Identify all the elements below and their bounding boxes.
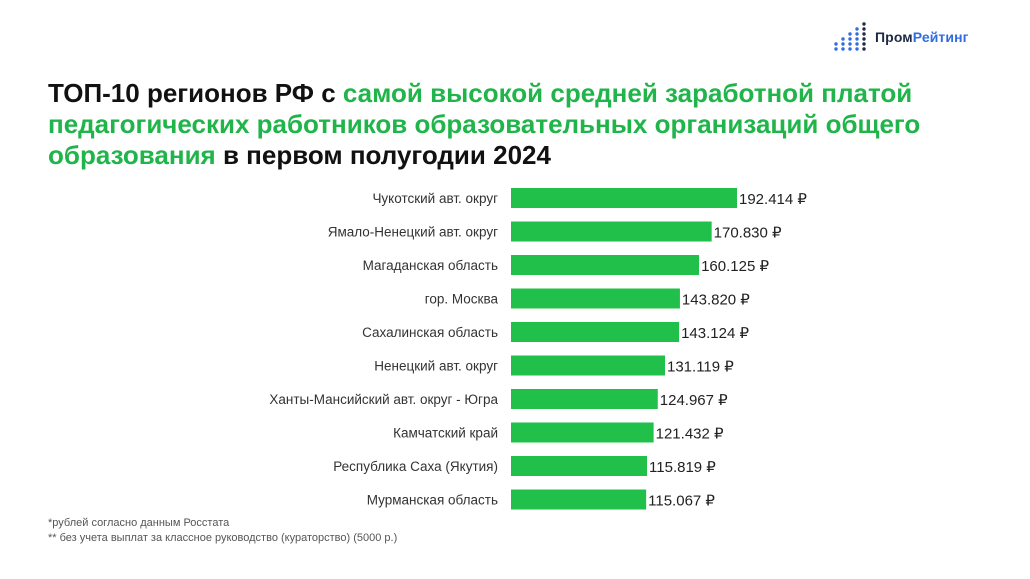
logo-dot (855, 32, 859, 36)
logo-dot (841, 42, 845, 46)
category-label: Сахалинская область (362, 325, 498, 340)
bar (511, 188, 737, 208)
logo-dot (862, 47, 866, 51)
bar (511, 456, 648, 476)
logo-dot (862, 22, 866, 26)
title-part1: ТОП-10 регионов РФ с (48, 78, 343, 108)
logo-dot (862, 27, 866, 31)
value-label: 143.124 ₽ (681, 325, 749, 342)
logo-dot (862, 32, 866, 36)
logo-dot (841, 47, 845, 51)
category-label: Ненецкий авт. округ (374, 359, 498, 374)
logo-text: ПромРейтинг (875, 29, 969, 45)
category-label: Магаданская область (363, 258, 498, 273)
category-label: Республика Саха (Якутия) (333, 459, 498, 474)
value-label: 115.819 ₽ (649, 459, 716, 476)
logo: ПромРейтинг (833, 22, 969, 52)
title-highlight: самой высокой средней заработной платой … (48, 78, 921, 170)
logo-dot (862, 42, 866, 46)
logo-dot (848, 32, 852, 36)
bar (511, 422, 654, 443)
bar (511, 322, 680, 342)
bar (511, 255, 700, 275)
bar (511, 288, 680, 309)
footnote-2: ** без учета выплат за классное руководс… (48, 532, 398, 544)
value-label: 170.830 ₽ (714, 225, 782, 242)
bar (511, 355, 666, 376)
category-label: Камчатский край (393, 426, 498, 441)
bar (511, 389, 658, 409)
title-part3: в первом полугодии 2024 (215, 140, 551, 170)
bar-chart: Чукотский авт. округ 192.414 ₽ Ямало-Ненец… (269, 188, 807, 510)
category-label: гор. Москва (425, 292, 499, 307)
logo-dot (834, 47, 838, 51)
bar-dots-logo-icon (834, 22, 866, 51)
value-label: 131.119 ₽ (667, 359, 734, 376)
page-title: ТОП-10 регионов РФ с самой высокой средн… (48, 78, 988, 171)
value-label: 192.414 ₽ (739, 191, 807, 208)
logo-dot (848, 37, 852, 41)
logo-dot (862, 37, 866, 41)
value-label: 121.432 ₽ (656, 426, 724, 443)
logo-dot (848, 47, 852, 51)
logo-dot (855, 47, 859, 51)
logo-dot (855, 37, 859, 41)
value-label: 115.067 ₽ (648, 493, 715, 510)
bar (511, 489, 647, 510)
value-label: 143.820 ₽ (682, 292, 750, 309)
footnotes: *рублей согласно данным Росстата ** без … (48, 516, 397, 546)
logo-dot (834, 42, 838, 46)
category-label: Ханты-Мансийский авт. округ - Югра (269, 392, 498, 407)
category-label: Ямало-Ненецкий авт. округ (328, 225, 498, 240)
logo-dot (855, 42, 859, 46)
category-label: Чукотский авт. округ (372, 191, 498, 206)
value-label: 124.967 ₽ (660, 392, 728, 409)
logo-dot (848, 42, 852, 46)
logo-dot (841, 37, 845, 41)
bar (511, 221, 712, 242)
category-label: Мурманская область (367, 493, 498, 508)
logo-dot (855, 27, 859, 31)
logo-text-part1: Пром (875, 29, 913, 45)
footnote-1: *рублей согласно данным Росстата (48, 517, 230, 529)
value-label: 160.125 ₽ (701, 258, 769, 275)
logo-text-part2: Рейтинг (912, 29, 969, 45)
